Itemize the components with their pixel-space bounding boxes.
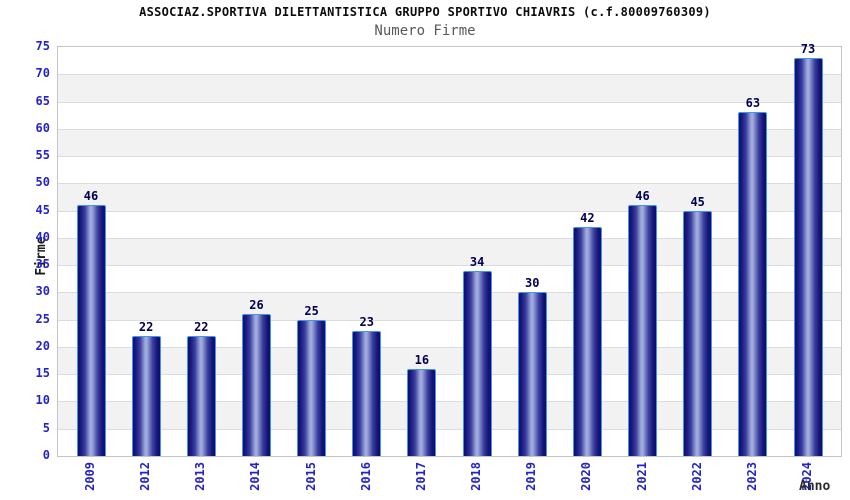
bar-2018 — [462, 270, 492, 456]
gridline — [58, 210, 841, 212]
y-tick-label: 5 — [42, 420, 50, 435]
y-tick-label: 65 — [35, 93, 50, 108]
gridline — [58, 237, 841, 239]
x-tick-label: 2019 — [524, 462, 539, 491]
chart-subtitle: Numero Firme — [374, 23, 476, 39]
bar-value-label: 42 — [580, 210, 595, 225]
bar-value-label: 23 — [359, 314, 374, 329]
y-tick-label: 55 — [35, 148, 50, 163]
grid-band — [58, 237, 841, 266]
grid-band — [58, 429, 841, 456]
grid-band — [58, 265, 841, 292]
x-tick-label: 2020 — [579, 462, 594, 491]
grid-band — [58, 374, 841, 401]
x-tick-label: 2023 — [744, 462, 759, 491]
bar-2009 — [76, 205, 106, 456]
x-axis-title: Anno — [799, 479, 831, 494]
y-tick-label: 20 — [35, 338, 50, 353]
bar-2016 — [352, 330, 382, 456]
grid-band — [58, 401, 841, 429]
y-tick-label: 35 — [35, 257, 50, 272]
grid-band — [58, 211, 841, 238]
x-tick-label: 2016 — [358, 462, 373, 491]
grid-band — [58, 346, 841, 375]
bar-2020 — [572, 226, 602, 456]
bar-value-label: 26 — [249, 298, 264, 313]
bar-2014 — [241, 314, 271, 456]
gridline — [58, 183, 841, 185]
grid-band — [58, 47, 841, 74]
x-tick-label: 2021 — [634, 462, 649, 491]
x-tick-label: 2015 — [303, 462, 318, 491]
grid-band — [58, 183, 841, 211]
x-tick-label: 2012 — [138, 462, 153, 491]
bar-value-label: 46 — [635, 189, 650, 204]
y-tick-label: 40 — [35, 229, 50, 244]
gridline — [58, 292, 841, 294]
grid-band — [58, 74, 841, 102]
grid-band — [58, 320, 841, 347]
gridline — [58, 319, 841, 321]
y-tick-label: 30 — [35, 284, 50, 299]
gridline — [58, 156, 841, 158]
x-tick-label: 2022 — [689, 462, 704, 491]
y-tick-label: 75 — [35, 39, 50, 53]
x-tick-label: 2017 — [413, 462, 428, 491]
y-tick-label: 70 — [35, 66, 50, 81]
gridline — [58, 428, 841, 430]
grid-band — [58, 102, 841, 129]
bar-value-label: 16 — [414, 352, 430, 367]
bar-value-label: 22 — [138, 320, 154, 335]
gridline — [58, 128, 841, 130]
y-tick-label: 45 — [35, 202, 50, 217]
gridline — [58, 74, 841, 76]
y-tick-label: 0 — [42, 448, 50, 462]
bar-2023 — [738, 112, 768, 456]
bar-2019 — [517, 292, 547, 456]
x-tick-label: 2009 — [83, 462, 97, 491]
plot-area: 46 22 22 26 25 23 16 34 30 42 46 45 63 73 — [57, 41, 842, 457]
bar-2013 — [186, 336, 216, 456]
bar-value-label: 22 — [194, 320, 209, 335]
gridline — [58, 346, 841, 348]
bar-value-label: 30 — [524, 276, 540, 291]
bar-2012 — [131, 336, 161, 456]
bar-value-label: 34 — [469, 254, 485, 269]
bar-2024 — [793, 57, 823, 456]
y-tick-label: 10 — [35, 393, 50, 408]
y-tick-label: 15 — [35, 366, 50, 381]
bar-2015 — [297, 319, 327, 456]
x-tick-label: 2018 — [469, 462, 484, 491]
grid-band — [58, 156, 841, 183]
chart-title: ASSOCIAZ.SPORTIVA DILETTANTISTICA GRUPPO… — [139, 5, 711, 19]
bar-value-label: 63 — [745, 96, 761, 111]
bar-2017 — [407, 368, 437, 456]
grid-band — [58, 292, 841, 320]
gridline — [58, 101, 841, 103]
gridline — [58, 401, 841, 403]
bar-value-label: 46 — [83, 189, 99, 204]
gridline — [58, 374, 841, 376]
bar-value-label: 45 — [690, 194, 705, 209]
y-tick-label: 25 — [35, 311, 50, 326]
gridline — [58, 265, 841, 267]
y-tick-label: 50 — [35, 175, 50, 190]
bar-2022 — [683, 210, 713, 456]
bar-value-label: 73 — [800, 41, 816, 56]
x-tick-label: 2014 — [248, 462, 263, 491]
y-tick-label: 60 — [35, 120, 50, 135]
bar-value-label: 25 — [304, 303, 319, 318]
grid-band — [58, 128, 841, 157]
bar-2021 — [628, 205, 658, 456]
x-tick-label: 2013 — [193, 462, 208, 491]
